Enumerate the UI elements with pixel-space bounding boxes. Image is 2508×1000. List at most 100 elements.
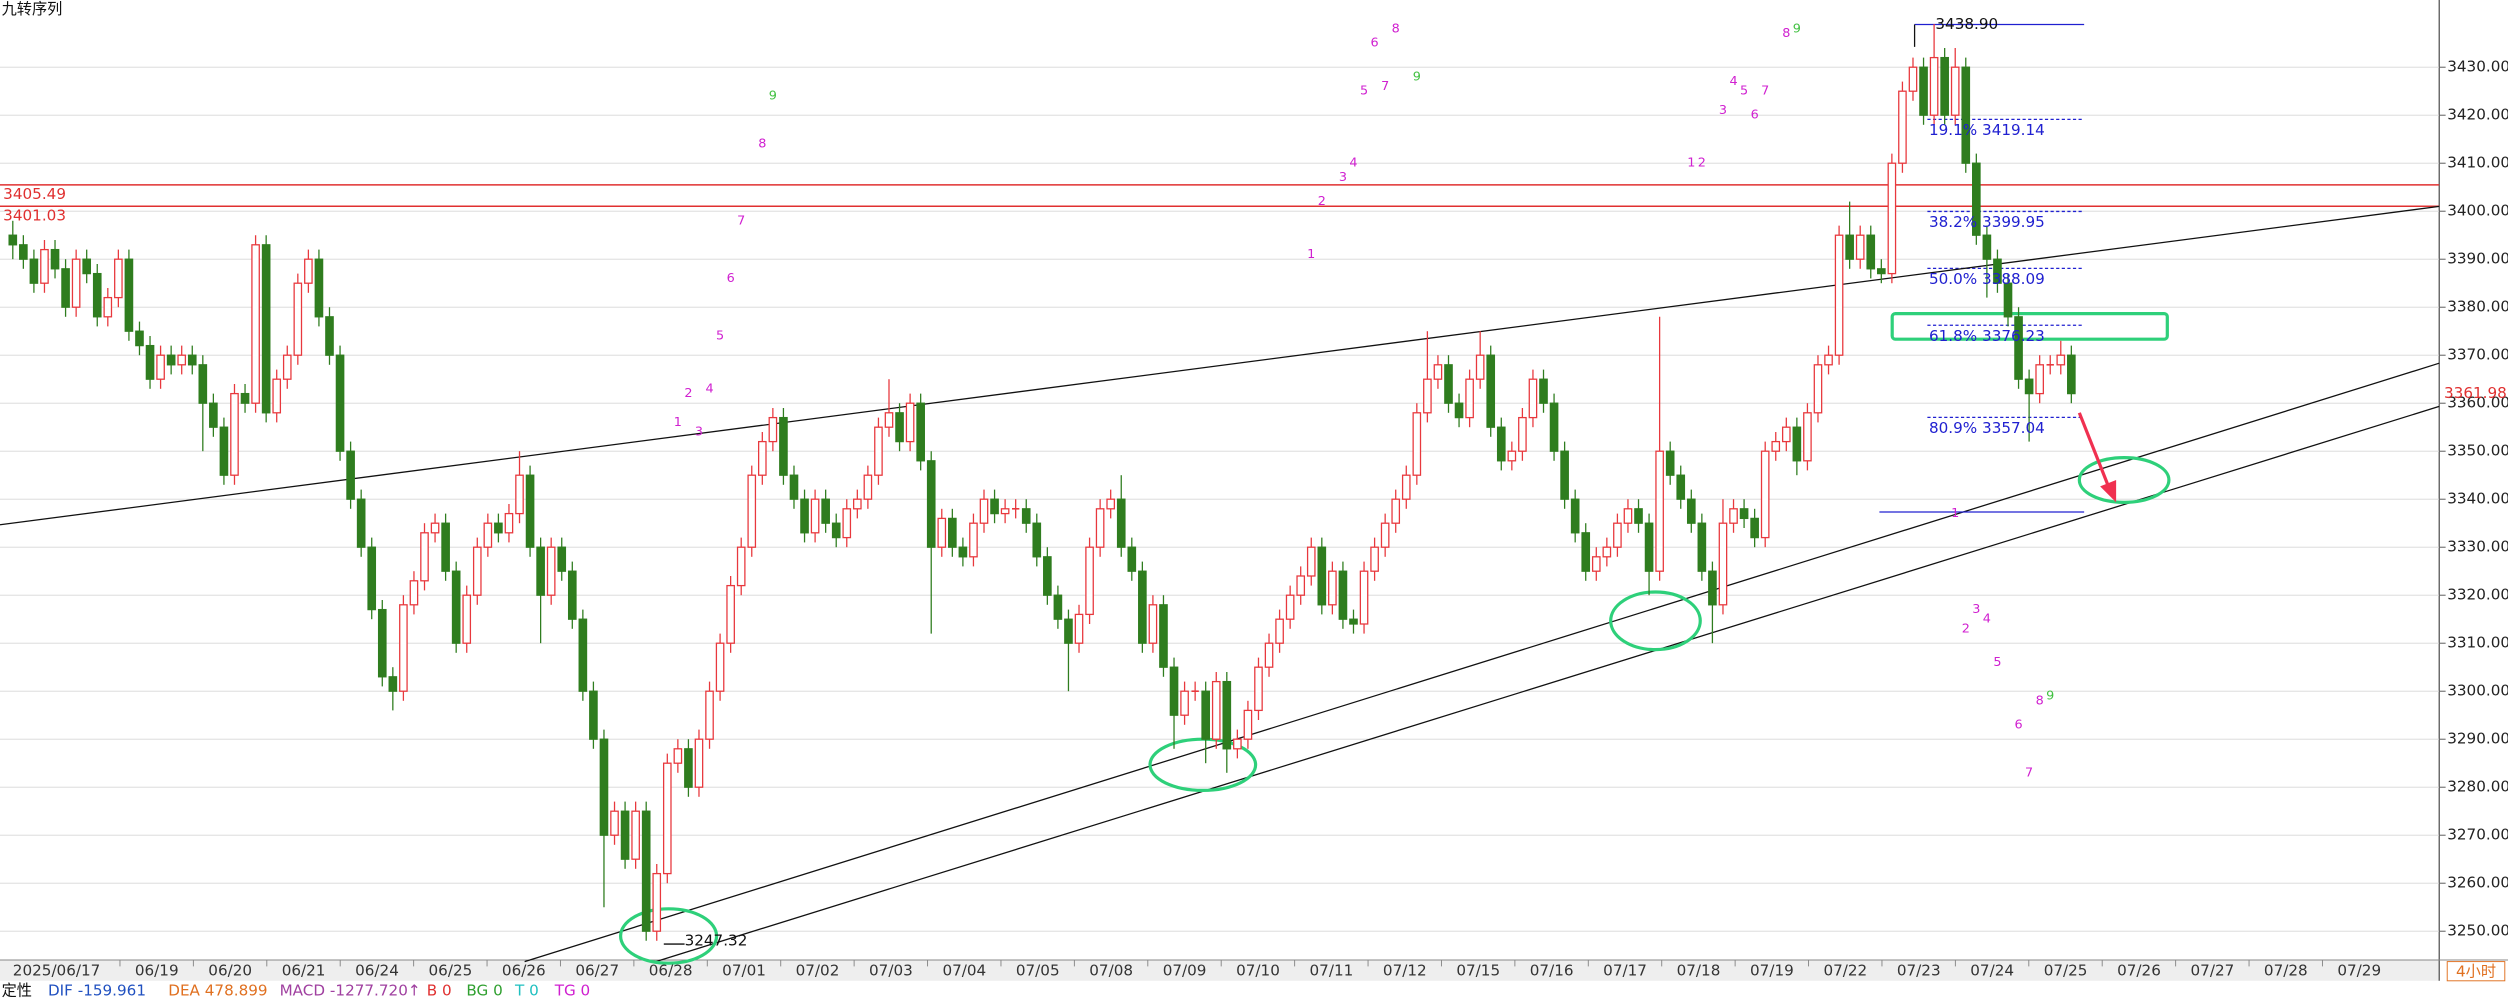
candle-body — [114, 258, 123, 299]
candle-body — [1211, 680, 1221, 740]
td-count: 8 — [1392, 21, 1400, 36]
candle-body — [1264, 642, 1274, 668]
candle-body — [1106, 498, 1116, 510]
candle-body — [599, 738, 609, 836]
x-tick-label: 07/18 — [1677, 962, 1721, 980]
td-count: 1 — [674, 415, 682, 430]
candle-body — [356, 498, 366, 548]
candle-body — [652, 872, 662, 932]
candle-body — [705, 690, 714, 740]
candle-body — [747, 474, 757, 548]
indicator: BG 0 — [466, 982, 502, 1000]
candle-body — [1686, 498, 1696, 524]
candle-body — [346, 450, 355, 500]
candle-body — [1201, 690, 1211, 740]
indicator: T 0 — [514, 982, 539, 1000]
fib-label: 50.0% 3388.09 — [1929, 270, 2045, 288]
td-count: 6 — [2014, 717, 2022, 732]
x-tick-label: 07/23 — [1897, 962, 1941, 980]
candle-body — [990, 498, 999, 515]
timeframe-box[interactable] — [2446, 961, 2506, 982]
candle-body — [1085, 546, 1094, 616]
candle-body — [135, 330, 144, 347]
fib-label: 80.9% 3357.04 — [1929, 419, 2045, 437]
td-count: 7 — [1761, 84, 1769, 99]
candle-body — [314, 258, 324, 318]
candle-body — [1243, 709, 1253, 740]
candle-body — [1623, 508, 1633, 524]
candle-body — [50, 248, 60, 270]
candle-body — [1159, 604, 1168, 668]
candle-body — [916, 402, 925, 462]
candle-body — [251, 244, 260, 404]
candle-body — [1306, 546, 1316, 577]
drawings — [0, 205, 2440, 965]
candle-body — [483, 522, 493, 548]
x-tick-label: 07/02 — [796, 962, 840, 980]
candle-body — [1233, 738, 1242, 750]
candle-body — [166, 354, 176, 366]
y-tick-label: 3350.00 — [2447, 442, 2508, 460]
candle-body — [1803, 412, 1812, 462]
candle-body — [2003, 282, 2013, 318]
x-tick-label: 07/04 — [942, 962, 986, 980]
x-tick-label: 06/25 — [429, 962, 473, 980]
candle-body — [1718, 522, 1728, 606]
candle-body — [589, 690, 598, 740]
candle-body — [1454, 402, 1464, 419]
td-count: 4 — [1349, 156, 1357, 171]
candle-body — [1444, 364, 1453, 404]
candle-body — [40, 248, 49, 284]
candle-body — [1169, 666, 1179, 716]
candle-body — [1834, 234, 1844, 356]
td-count: 8 — [1782, 26, 1790, 41]
td-count: 1 — [1307, 247, 1315, 262]
candle-body — [525, 474, 535, 548]
candle-body — [61, 268, 70, 308]
candle-body — [1676, 474, 1686, 500]
candle-body — [1000, 508, 1010, 515]
candle-body — [673, 748, 683, 764]
candle-body — [494, 522, 503, 534]
indicator: MACD -1277.720↑ — [280, 982, 421, 1000]
indicator: DIF -159.961 — [48, 982, 146, 1000]
candle-body — [1950, 66, 1960, 116]
mode-label: 定性 — [2, 982, 32, 1000]
candle-body — [1412, 412, 1422, 476]
candle-body — [948, 517, 957, 548]
y-tick-label: 3340.00 — [2447, 490, 2508, 508]
candle-body — [1138, 570, 1147, 644]
candle-body — [631, 810, 640, 860]
y-tick-label: 3410.00 — [2447, 154, 2508, 172]
candle-body — [1021, 508, 1031, 524]
candle-body — [187, 354, 197, 366]
candle-body — [2067, 354, 2076, 395]
td-count: 8 — [758, 136, 766, 151]
candle-body — [71, 258, 81, 308]
td-count: 4 — [705, 381, 713, 396]
candle-body — [1317, 546, 1327, 606]
candle-body — [399, 604, 408, 692]
candle-body — [1074, 613, 1084, 644]
candle-body — [757, 440, 767, 476]
candle-body — [1401, 474, 1411, 500]
low-label: 3247.32 — [685, 931, 748, 949]
x-tick-label: 07/05 — [1016, 962, 1060, 980]
x-tick-label: 06/24 — [355, 962, 399, 980]
candle-body — [1877, 268, 1886, 275]
td-count: 6 — [727, 271, 735, 286]
candle-body — [821, 498, 830, 524]
candle-body — [1116, 498, 1126, 548]
candle-body — [156, 354, 165, 380]
timeframe[interactable]: 4小时 — [2456, 962, 2496, 980]
candle-body — [905, 402, 915, 443]
candle-body — [1349, 618, 1358, 625]
candle-body — [715, 642, 725, 692]
candle-body — [800, 498, 809, 534]
x-tick-label: 07/19 — [1750, 962, 1794, 980]
candle-body — [82, 258, 92, 275]
candle-body — [441, 522, 450, 572]
candle-body — [420, 532, 429, 582]
y-tick-label: 3380.00 — [2447, 298, 2508, 316]
